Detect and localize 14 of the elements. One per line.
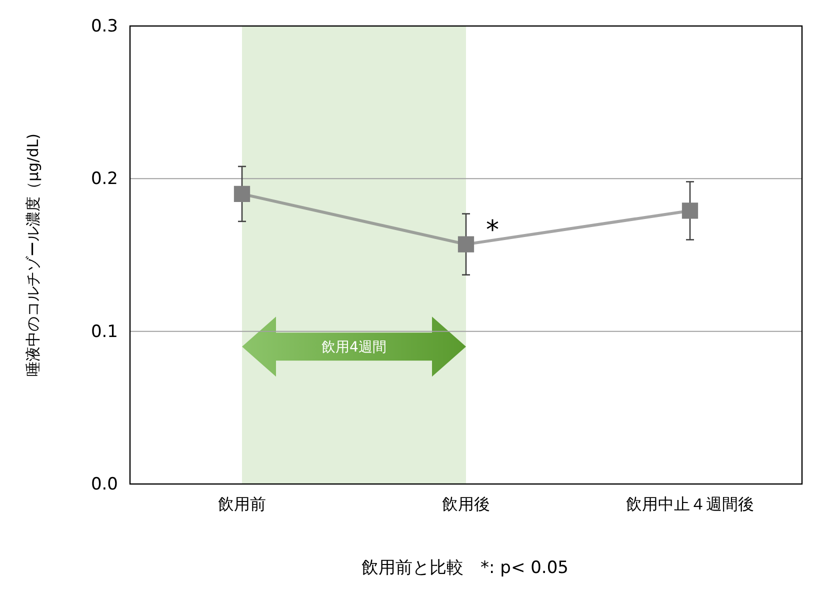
band-label: 飲用4週間	[322, 340, 386, 356]
annotation: *	[486, 215, 499, 246]
y-tick-label: 0.0	[90, 474, 118, 494]
y-tick-label: 0.3	[90, 16, 118, 36]
y-axis-title: 唾液中のコルチゾール濃度（μg/dL)	[24, 134, 42, 376]
point	[458, 236, 474, 252]
y-tick-label: 0.2	[90, 169, 118, 190]
text: 飲用前と比較 *: p< 0.05	[362, 558, 568, 578]
point	[234, 186, 250, 202]
point	[682, 202, 698, 219]
x-tick-label: 飲用前	[218, 494, 266, 514]
x-tick-label: 飲用中止４週間後	[626, 494, 754, 514]
x-tick-label: 飲用後	[442, 494, 490, 514]
y-tick-label: 0.1	[90, 322, 118, 342]
